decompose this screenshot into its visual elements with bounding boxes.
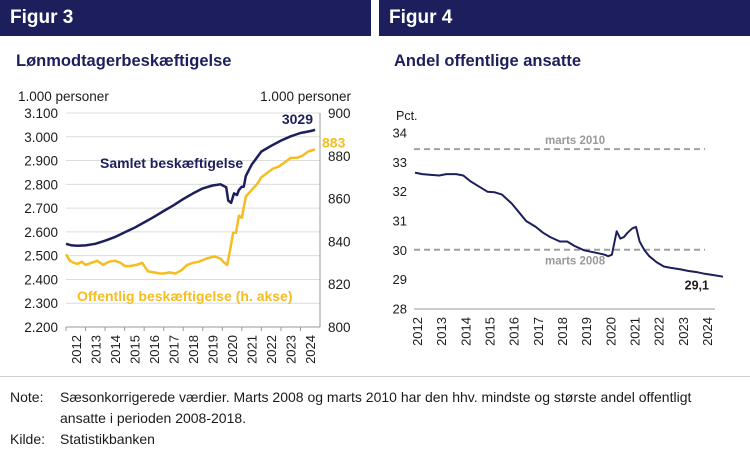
x-tick-label: 2012: [69, 335, 84, 364]
y-tick-right: 800: [328, 320, 351, 335]
plot-area: [66, 113, 320, 327]
y-tick-right: 820: [328, 277, 351, 292]
x-tick-label: 2015: [483, 317, 498, 346]
reference-label: marts 2008: [545, 256, 606, 268]
y-tick-left: 3.000: [24, 130, 58, 145]
x-tick-label: 2022: [264, 335, 279, 364]
figure-4-panel: Figur 4 Andel offentlige ansatte Pct. 28 2…: [379, 0, 750, 373]
y-label-left: 1.000 personer: [18, 89, 109, 104]
x-tick-label: 2024: [700, 317, 715, 346]
x-tick-label: 2023: [284, 335, 299, 364]
source-label: Kilde:: [10, 431, 46, 447]
end-label-public: 883: [322, 134, 346, 150]
y-label: Pct.: [396, 109, 418, 123]
note-label: Note:: [10, 389, 44, 405]
y-tick-left: 2.300: [24, 296, 58, 311]
x-tick-label: 2018: [186, 335, 201, 364]
figure-4-label: Figur 4: [379, 0, 750, 36]
y-tick-left: 2.500: [24, 249, 58, 264]
x-tick-label: 2020: [603, 317, 618, 346]
reference-label: marts 2010: [545, 135, 605, 147]
y-tick-right: 880: [328, 149, 351, 164]
x-tick-label: 2016: [147, 335, 162, 364]
y-tick-left: 2.700: [24, 201, 58, 216]
notes-divider: [0, 376, 750, 377]
public-share-chart: Pct. 28 29 30 31 32 33 34 marts 2010 marts 2008 20…: [393, 109, 724, 346]
x-tick-label: 2016: [507, 317, 522, 346]
series-label-total: Samlet beskæftigelse: [100, 155, 243, 171]
end-label-share: 29,1: [685, 279, 709, 293]
x-tick-label: 2013: [88, 335, 103, 364]
x-tick-label: 2021: [245, 335, 260, 364]
source-text: Statistikbanken: [60, 431, 155, 447]
figure-3-label: Figur 3: [0, 0, 371, 36]
y-tick: 32: [393, 184, 407, 199]
end-label-total: 3029: [282, 111, 313, 127]
x-tick-label: 2023: [676, 317, 691, 346]
series-line-total: [65, 128, 316, 247]
x-tick-label: 2021: [627, 317, 642, 346]
x-tick-label: 2018: [555, 317, 570, 346]
y-tick: 31: [393, 214, 407, 229]
y-tick: 34: [393, 126, 407, 141]
employment-chart: 2.200 2.300 2.400 2.500 2.600 2.700 2.800 2.900…: [18, 89, 351, 364]
y-tick-left: 2.400: [24, 272, 58, 287]
x-tick-label: 2014: [458, 317, 473, 346]
y-tick-left: 2.900: [24, 154, 58, 169]
figure-3-title: Lønmodtagerbeskæftigelse: [16, 52, 232, 70]
x-tick-label: 2017: [166, 335, 181, 364]
x-tick-label: 2014: [108, 335, 123, 364]
x-tick-label: 2012: [410, 317, 425, 346]
x-tick-label: 2019: [206, 335, 221, 364]
x-tick-label: 2024: [303, 335, 318, 364]
series-label-public: Offentlig beskæftigelse (h. akse): [77, 288, 293, 304]
x-tick-label: 2019: [579, 317, 594, 346]
y-tick: 30: [393, 243, 407, 258]
y-tick-right: 900: [328, 106, 351, 121]
y-tick-left: 2.200: [24, 320, 58, 335]
y-tick: 29: [393, 272, 407, 287]
x-tick-label: 2020: [225, 335, 240, 364]
series-line-public: [64, 148, 316, 275]
y-label-right: 1.000 personer: [260, 89, 351, 104]
x-tick-label: 2017: [531, 317, 546, 346]
y-tick-left: 2.600: [24, 225, 58, 240]
y-tick: 33: [393, 155, 407, 170]
y-tick-right: 860: [328, 192, 351, 207]
y-tick-left: 2.800: [24, 177, 58, 192]
series-line-share: [414, 171, 724, 278]
x-tick-label: 2022: [652, 317, 667, 346]
x-tick-label: 2015: [127, 335, 142, 364]
note-text: Sæsonkorrigerede værdier. Marts 2008 og …: [60, 389, 692, 426]
x-tick-label: 2013: [434, 317, 449, 346]
figure-4-title: Andel offentlige ansatte: [394, 52, 582, 70]
y-tick: 28: [393, 302, 407, 317]
y-tick-right: 840: [328, 234, 351, 249]
figure-3-panel: Figur 3 Lønmodtagerbeskæftigelse 2.200 2.…: [0, 0, 371, 373]
y-tick-left: 3.100: [24, 106, 58, 121]
